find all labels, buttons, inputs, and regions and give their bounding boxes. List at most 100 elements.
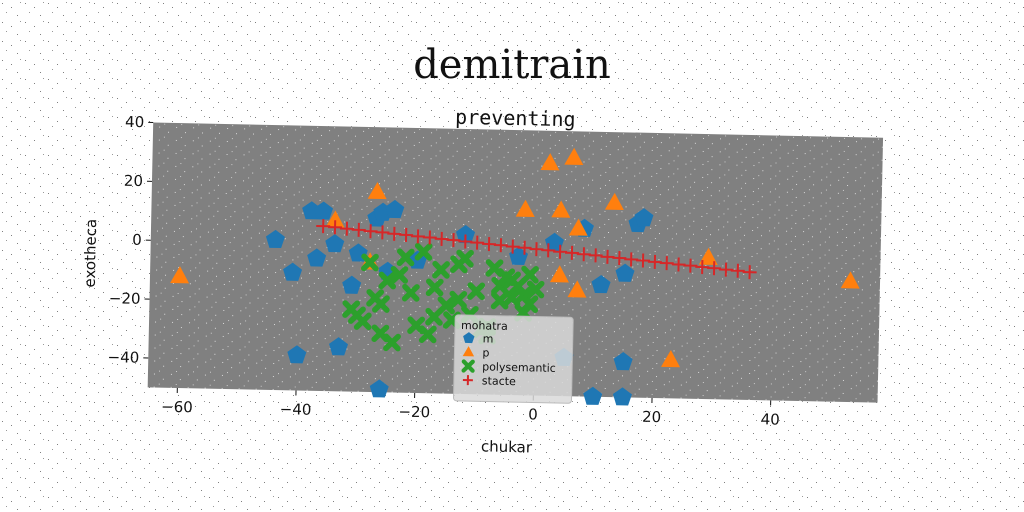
point-stacte: [387, 226, 402, 241]
x-axis-label: chukar: [481, 437, 533, 456]
point-m: [591, 274, 611, 294]
point-polysemantic: [437, 296, 456, 315]
point-polysemantic: [390, 265, 409, 284]
point-stacte: [742, 265, 757, 280]
point-p: [170, 266, 190, 284]
point-stacte: [718, 262, 733, 277]
legend-entry-stacte: stacte: [462, 374, 516, 388]
point-stacte: [458, 234, 473, 249]
point-polysemantic-stroke: [526, 280, 545, 299]
y-tick-label: −40: [107, 348, 139, 367]
point-stacte: [600, 249, 615, 264]
legend-entry-polysemantic: polysemantic: [461, 359, 556, 375]
point-polysemantic-stroke: [432, 261, 450, 279]
plot-group: preventing −60 −40 −20 0 20 40 −40 −20 0 20 40 chu…: [81, 105, 884, 456]
point-m: [634, 208, 654, 227]
point-m: [615, 263, 635, 282]
point-polysemantic: [396, 248, 415, 267]
point-stacte: [636, 253, 651, 268]
point-stacte: [659, 256, 674, 271]
point-polysemantic: [348, 306, 366, 325]
series-stacte: [316, 219, 757, 280]
point-stacte: [683, 258, 698, 273]
point-m: [325, 234, 345, 253]
point-stacte: [363, 224, 378, 239]
point-polysemantic-stroke: [456, 249, 474, 268]
point-stacte: [612, 250, 627, 265]
point-m: [544, 232, 564, 252]
y-tick-label: 0: [132, 231, 142, 249]
point-polysemantic: [432, 260, 450, 279]
point-polysemantic-stroke: [514, 286, 533, 304]
point-polysemantic: [383, 333, 401, 352]
point-m: [455, 225, 476, 244]
point-polysemantic: [449, 290, 468, 309]
legend-marker-m: [463, 332, 475, 344]
y-axis-label: exotheca: [81, 219, 100, 288]
point-polysemantic: [418, 325, 437, 344]
x-tick-label: 40: [761, 410, 780, 428]
x-tick-label: 0: [528, 405, 538, 423]
point-stacte: [707, 261, 722, 276]
point-stacte: [553, 244, 568, 259]
point-p: [551, 200, 571, 218]
point-polysemantic: [526, 280, 545, 299]
point-polysemantic-stroke: [497, 268, 516, 286]
point-stacte: [434, 231, 449, 246]
point-polysemantic-stroke: [449, 290, 468, 309]
point-p: [515, 199, 535, 217]
point-p: [325, 210, 345, 228]
legend-box: [453, 314, 574, 404]
point-stacte: [328, 220, 343, 235]
point-p: [367, 181, 387, 200]
legend-marker-p: [462, 346, 475, 357]
point-m: [385, 199, 405, 219]
legend-entry-p: p: [462, 346, 490, 360]
point-stacte: [564, 245, 579, 260]
point-p: [549, 265, 569, 283]
point-p: [604, 192, 624, 211]
point-stacte: [493, 238, 508, 253]
point-polysemantic-stroke: [407, 316, 426, 334]
point-polysemantic-stroke: [361, 253, 379, 272]
point-stacte: [576, 247, 591, 262]
point-m: [265, 229, 285, 249]
point-m: [329, 337, 349, 356]
point-m: [583, 386, 603, 405]
point-stacte: [647, 254, 662, 269]
point-stacte: [482, 237, 497, 252]
point-polysemantic: [378, 271, 397, 290]
point-stacte: [624, 252, 639, 267]
legend-label-polysemantic: polysemantic: [482, 360, 556, 375]
point-polysemantic: [361, 253, 379, 272]
point-polysemantic: [366, 288, 385, 307]
point-stacte: [316, 219, 331, 234]
point-stacte: [517, 240, 532, 255]
point-polysemantic-stroke: [490, 291, 509, 310]
x-tick-label: −20: [398, 403, 430, 422]
point-m: [613, 352, 633, 371]
series-polysemantic: [342, 242, 545, 352]
point-polysemantic-stroke: [348, 306, 366, 324]
x-tick-label: −40: [280, 400, 312, 419]
legend-marker-stacte: [462, 375, 473, 386]
point-p: [568, 218, 588, 236]
point-polysemantic-stroke: [467, 282, 486, 300]
point-polysemantic: [414, 242, 433, 261]
point-m: [307, 248, 327, 267]
point-p: [698, 247, 718, 266]
point-m: [283, 262, 303, 281]
series-p: [170, 147, 860, 368]
legend-label-stacte: stacte: [482, 374, 516, 388]
point-polysemantic: [467, 282, 486, 301]
y-tick-label: 40: [125, 113, 144, 131]
legend-label-p: p: [482, 346, 489, 359]
point-polysemantic-stroke: [425, 278, 444, 297]
x-tick-label: 20: [642, 408, 661, 426]
point-m: [287, 345, 307, 364]
point-polysemantic-stroke: [378, 271, 397, 290]
